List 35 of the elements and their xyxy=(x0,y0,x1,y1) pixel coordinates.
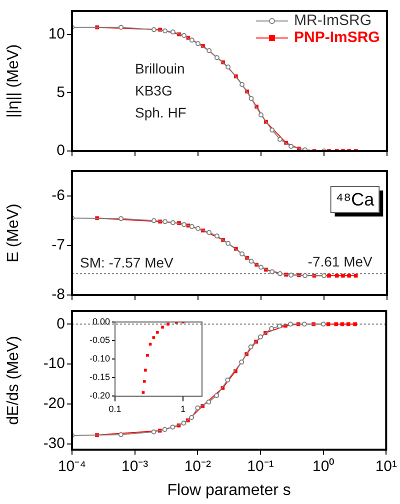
y-tick-label: 0.00 xyxy=(92,316,110,326)
annotation: ⁴⁸Ca xyxy=(336,189,376,210)
x-tick-label: 10⁻¹ xyxy=(247,458,274,475)
y-tick-label: -7 xyxy=(52,236,65,254)
y-tick-label: -0.10 xyxy=(89,354,110,364)
y-tick-label: -0.20 xyxy=(89,390,110,401)
y-tick-label: 5 xyxy=(56,84,65,101)
x-tick-label: 10¹ xyxy=(375,458,398,475)
x-tick-label: 10⁰ xyxy=(312,458,334,475)
annotation: Sph. HF xyxy=(135,104,186,121)
y-tick-label: -20 xyxy=(43,395,65,412)
x-tick-label: 0.1 xyxy=(108,404,122,414)
y-tick-label: 0 xyxy=(56,315,65,332)
y-tick-label: -30 xyxy=(43,434,65,452)
x-tick-label: 10⁻⁴ xyxy=(58,458,86,475)
y-axis-title: E (MeV) xyxy=(5,204,22,262)
y-tick-label: -0.05 xyxy=(89,335,110,346)
y-tick-label: 10 xyxy=(48,25,65,42)
annotation: -7.61 MeV xyxy=(308,254,374,270)
legend-label: MR-ImSRG xyxy=(294,12,372,30)
annotation: Brillouin xyxy=(135,60,185,77)
y-tick-label: -10 xyxy=(43,355,65,372)
y-tick-label: -6 xyxy=(52,186,65,204)
legend-label: PNP-ImSRG xyxy=(294,29,380,46)
y-tick-label: 0 xyxy=(56,142,65,160)
x-tick-label: 10⁻² xyxy=(184,458,212,475)
x-axis-title: Flow parameter s xyxy=(167,482,291,499)
y-tick-label: -8 xyxy=(52,286,65,304)
x-tick-label: 1 xyxy=(180,404,186,414)
ref-line-label: SM: -7.57 MeV xyxy=(80,254,174,271)
annotation: KB3G xyxy=(135,82,172,99)
y-axis-title: ||η|| (MeV) xyxy=(5,44,22,118)
x-tick-label: 10⁻³ xyxy=(121,458,148,475)
y-axis-title: dE/ds (MeV) xyxy=(5,336,22,425)
y-tick-label: -0.15 xyxy=(89,372,110,382)
